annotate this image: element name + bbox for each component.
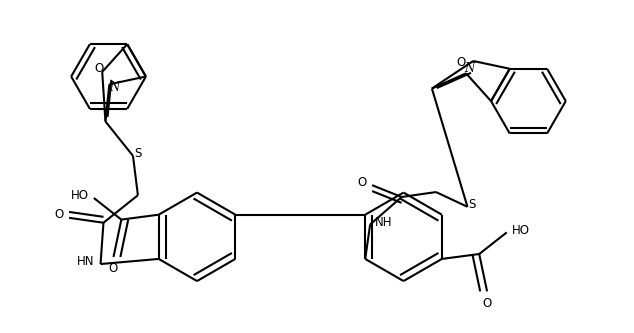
Text: N: N (109, 81, 119, 94)
Text: S: S (134, 148, 141, 161)
Text: N: N (464, 62, 474, 75)
Text: O: O (482, 297, 492, 310)
Text: HN: HN (77, 255, 94, 268)
Text: HO: HO (512, 224, 529, 237)
Text: O: O (456, 57, 466, 70)
Text: O: O (55, 208, 64, 221)
Text: O: O (358, 176, 367, 189)
Text: HO: HO (71, 189, 89, 202)
Text: O: O (94, 62, 104, 75)
Text: NH: NH (375, 216, 392, 229)
Text: S: S (469, 198, 476, 211)
Text: O: O (109, 262, 118, 275)
